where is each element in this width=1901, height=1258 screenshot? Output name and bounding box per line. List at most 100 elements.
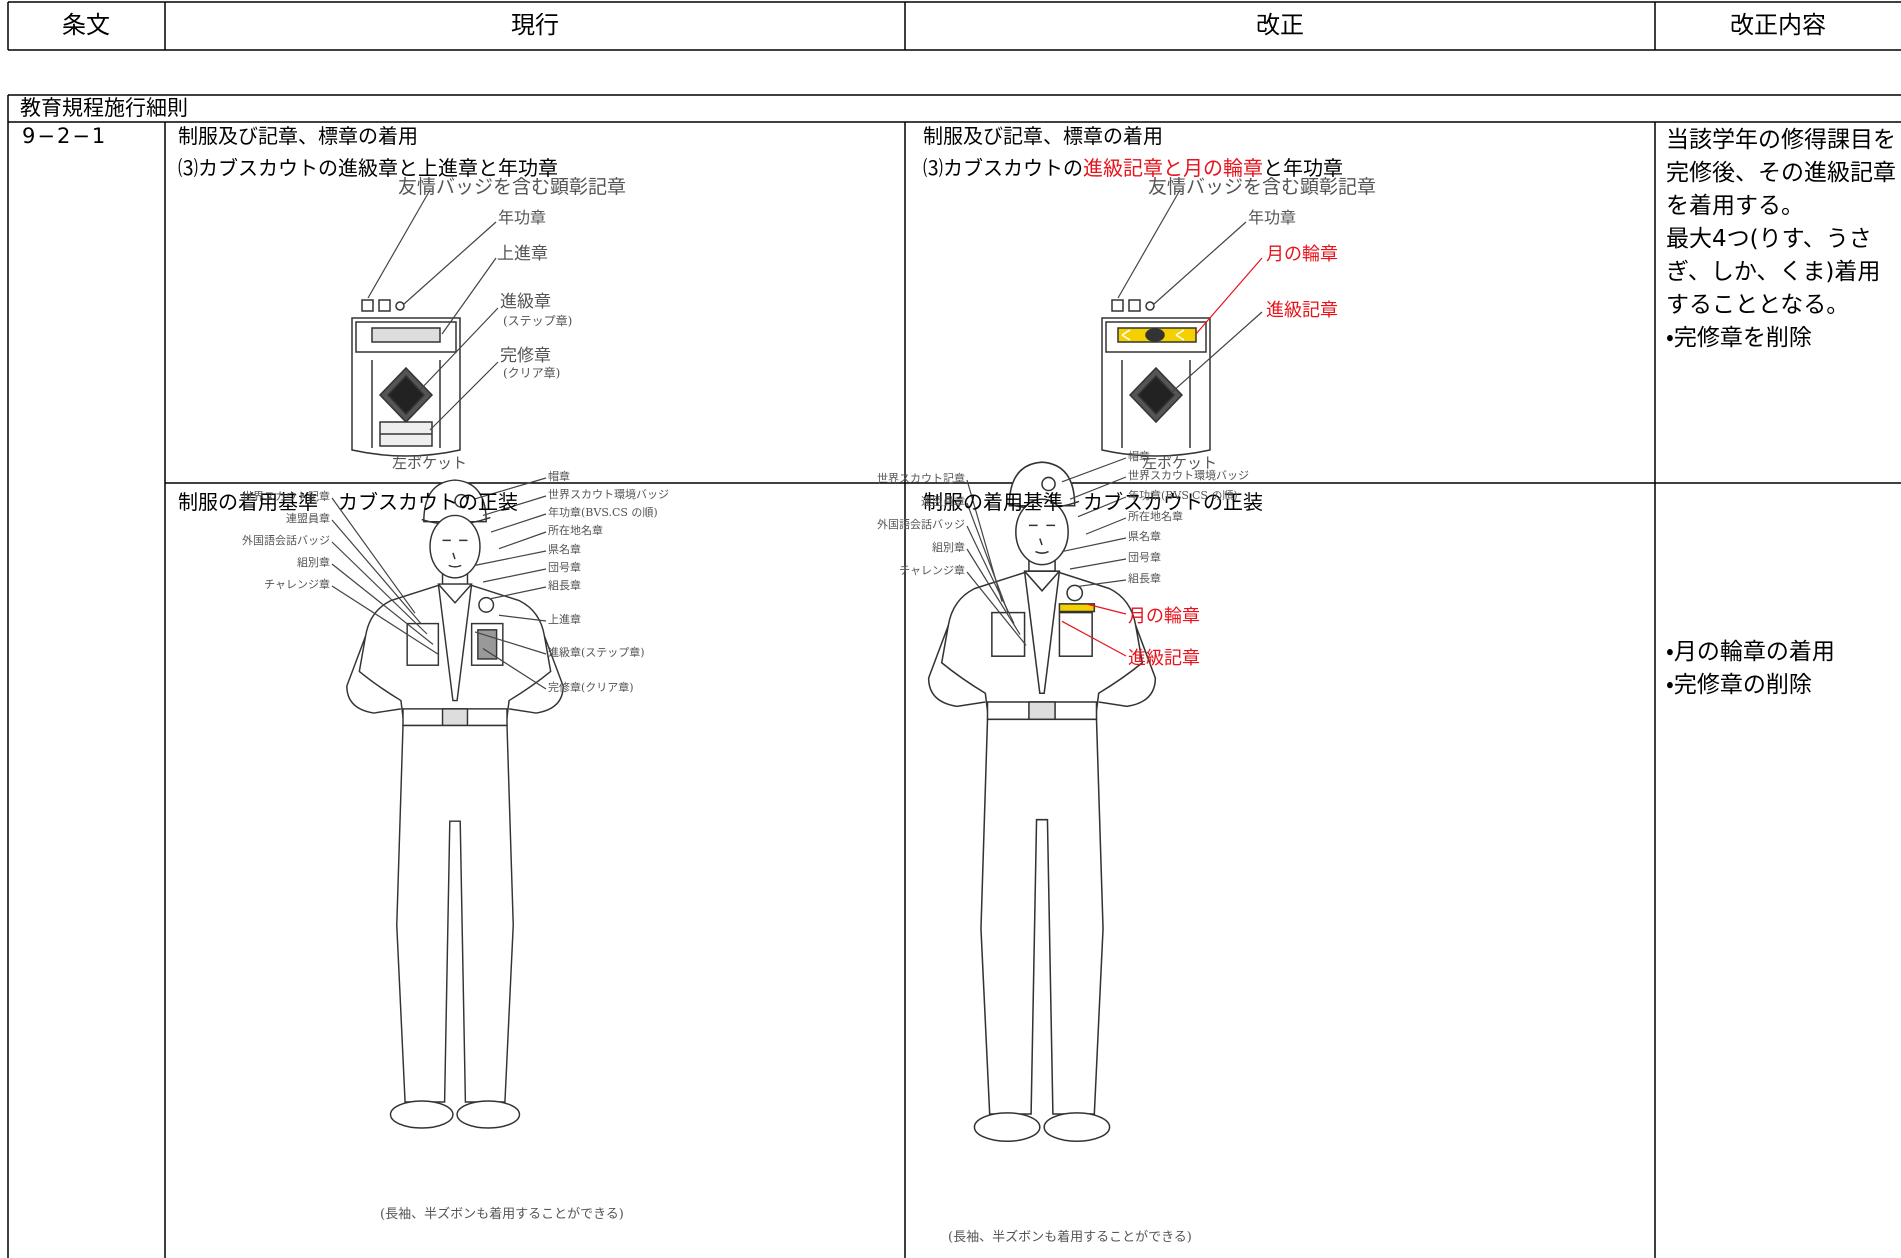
leader-line xyxy=(482,495,547,517)
leader-line xyxy=(482,568,547,583)
leader-line xyxy=(1061,457,1127,483)
figure-label: チャレンジ章 xyxy=(899,564,965,577)
left-shoe xyxy=(389,1100,454,1129)
face-features xyxy=(442,539,468,568)
cell-subtitle: ⑶カブスカウトの進級章と上進章と年功章 xyxy=(178,156,558,180)
moon-ring-badge xyxy=(1058,603,1096,613)
revision-notes: ・月の輪章の着用 ・完修章の削除 xyxy=(1666,636,1898,702)
leader-line xyxy=(498,614,547,622)
moon-ring-arrows xyxy=(1121,329,1185,341)
leader-line xyxy=(331,497,416,614)
leader-line xyxy=(474,477,547,500)
note-line: 最大4つ(りす、うさぎ、しか、くま)着用することとなる。 xyxy=(1666,226,1881,318)
moon-ring-mark xyxy=(1145,328,1165,342)
leader-line xyxy=(966,571,1027,646)
figure-label: 進級記章 xyxy=(1266,300,1338,321)
leader-line xyxy=(1153,221,1247,305)
figure-label: 組長章 xyxy=(1128,572,1161,585)
step-badge-inner xyxy=(386,374,426,416)
leader-line xyxy=(1077,496,1127,518)
figure-label: 団号章 xyxy=(548,561,581,574)
arms xyxy=(927,625,1157,708)
scarf xyxy=(437,583,473,702)
subtitle-part: ⑶カブスカウトの xyxy=(923,156,1083,180)
badge-square xyxy=(378,299,391,312)
figure-label: 進級章 xyxy=(500,292,551,312)
right-pocket xyxy=(1058,611,1093,657)
figure-label: 所在地名章 xyxy=(548,524,603,537)
figure-label: 世界スカウト記章 xyxy=(877,472,965,485)
figure-label: 年功章 xyxy=(498,208,547,227)
figure-label: 組長章 xyxy=(548,579,581,592)
face xyxy=(429,514,481,579)
cap-badge xyxy=(454,493,469,508)
figure-label: 団号章 xyxy=(1128,551,1161,564)
face-features xyxy=(1028,524,1056,554)
leader-line xyxy=(1117,189,1181,299)
figure-label: 月の輪章 xyxy=(1266,244,1338,265)
leader-line xyxy=(474,550,547,566)
figure-label: 年功章 xyxy=(1248,208,1297,227)
right-shoe xyxy=(1043,1112,1111,1143)
leader-line xyxy=(1061,537,1127,553)
leader-line xyxy=(966,548,1021,635)
figure-label: 上進章 xyxy=(548,613,581,626)
figure-label: 上進章 xyxy=(497,244,548,264)
leader-line xyxy=(331,563,434,645)
badge-square xyxy=(1111,299,1124,312)
highlighted-text: 進級記章と月の輪章 xyxy=(1083,156,1263,180)
cell-title: 制服の着用基準 カブスカウトの正装 xyxy=(923,490,1263,514)
buckle xyxy=(1028,701,1056,721)
step-badge-inner xyxy=(1136,374,1176,416)
figure-label: 県名章 xyxy=(548,543,581,556)
trousers xyxy=(396,724,514,1103)
note-line: ・完修章の削除 xyxy=(1666,672,1812,698)
figure-label: 世界スカウト環境バッジ xyxy=(1128,469,1249,482)
pocket-flap xyxy=(1105,321,1207,353)
leader-line xyxy=(441,257,497,335)
leader-line xyxy=(482,648,547,690)
trousers xyxy=(980,718,1104,1115)
pocket-illustration xyxy=(351,299,461,457)
figure-label: 県名章 xyxy=(1128,530,1161,543)
note-line: ・完修章を削除 xyxy=(1666,325,1812,351)
scout-illustration xyxy=(346,479,564,1129)
leader-line xyxy=(1171,311,1263,393)
figure-label: (クリア章) xyxy=(503,366,561,380)
scout-illustration xyxy=(927,461,1157,1143)
figure-label: 年功章(BVS.CS の順) xyxy=(548,506,658,519)
pocket-illustration xyxy=(1101,299,1211,457)
figure-label: 世界スカウト環境バッジ xyxy=(548,488,669,501)
figure-label: (ステップ章) xyxy=(503,314,573,328)
figure-label: 帽章 xyxy=(548,470,570,483)
buckle xyxy=(441,708,469,727)
column-header: 条文 xyxy=(62,11,110,39)
figure-label: 友情バッジを含む顕彰記章 xyxy=(398,176,627,198)
step-bar-badge xyxy=(371,327,441,343)
leader-line xyxy=(474,631,547,655)
leader-line xyxy=(966,502,1009,613)
leader-line xyxy=(1195,257,1263,335)
leader-line xyxy=(498,531,547,550)
figure-caption: (長袖、半ズボンも着用することができる) xyxy=(948,1230,1192,1245)
figure-label: 外国語会話バッジ xyxy=(242,534,330,547)
figure-label: 進級章(ステップ章) xyxy=(548,646,645,659)
section-title: 教育規程施行細則 xyxy=(20,96,188,120)
badge-dot xyxy=(1145,301,1155,311)
leader-line xyxy=(1077,579,1127,588)
subtitle-part: と年功章 xyxy=(1263,156,1343,180)
badge-dot xyxy=(395,301,405,311)
badge-square xyxy=(1128,299,1141,312)
leader-line xyxy=(966,525,1015,624)
pocket-seam xyxy=(1121,360,1191,448)
column-header: 改正 xyxy=(1256,11,1304,39)
leader-line xyxy=(490,586,547,600)
column-header: 改正内容 xyxy=(1730,11,1826,39)
figure-label: 進級記章 xyxy=(1128,648,1200,669)
leader-line xyxy=(331,541,428,635)
leader-line xyxy=(1069,558,1127,570)
leader-line xyxy=(490,513,547,533)
figure-label: 組別章 xyxy=(932,541,965,554)
badge-square xyxy=(361,299,374,312)
